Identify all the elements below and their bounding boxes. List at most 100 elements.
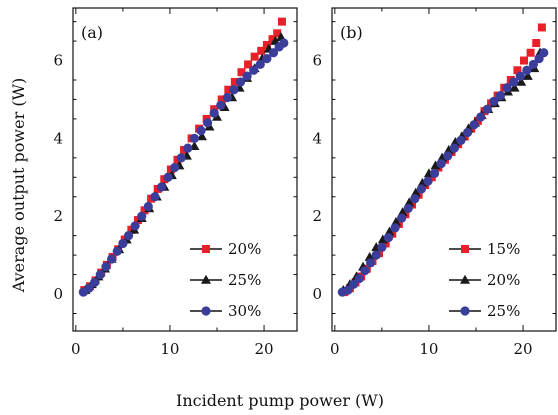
point-a-2-1 bbox=[84, 283, 94, 293]
point-b-2-27 bbox=[509, 77, 519, 87]
point-a-0-10 bbox=[140, 206, 149, 215]
point-b-2-2 bbox=[349, 279, 359, 289]
point-a-2-13 bbox=[156, 182, 167, 192]
point-b-0-27 bbox=[513, 66, 522, 75]
point-a-2-9 bbox=[130, 221, 140, 231]
point-b-1-28 bbox=[522, 70, 533, 80]
point-b-2-19 bbox=[456, 135, 466, 145]
point-a-2-30 bbox=[268, 48, 279, 58]
point-a-2-14 bbox=[163, 172, 173, 182]
point-a-2-12 bbox=[150, 192, 160, 202]
point-b-1-26 bbox=[509, 82, 520, 92]
point-a-2-11 bbox=[143, 201, 153, 212]
panel-label-a: (a) bbox=[81, 23, 103, 42]
point-a-0-29 bbox=[268, 35, 277, 44]
point-a-2-23 bbox=[222, 92, 232, 103]
point-b-0-29 bbox=[526, 48, 535, 57]
point-a-2-28 bbox=[255, 59, 265, 70]
series-b-2 bbox=[337, 48, 549, 297]
panel-b: 0 10 20 0 2 4 6 (b) 15% 20% 25% bbox=[312, 7, 557, 358]
point-b-2-1 bbox=[343, 285, 353, 295]
point-b-1-27 bbox=[516, 76, 527, 86]
point-b-2-28 bbox=[515, 71, 525, 81]
point-b-2-4 bbox=[360, 266, 370, 276]
point-a-0-28 bbox=[262, 40, 271, 49]
y-tick-label-a-4: 4 bbox=[53, 129, 63, 147]
panel-a: 0 10 20 0 2 4 6 (a) 20% 25% 30% bbox=[53, 7, 298, 358]
x-tick-label-a-0: 0 bbox=[71, 340, 81, 358]
point-b-2-10 bbox=[397, 213, 407, 223]
legend-marker-a-1 bbox=[201, 274, 211, 284]
point-a-0-21 bbox=[217, 95, 226, 104]
legend-label-b-1: 20% bbox=[487, 271, 520, 289]
x-tick-label-b-0: 0 bbox=[330, 340, 340, 358]
legend-label-a-0: 20% bbox=[228, 240, 261, 258]
point-b-0-21 bbox=[473, 116, 482, 125]
y-tick-label-b-6: 6 bbox=[312, 52, 322, 70]
point-b-2-14 bbox=[423, 176, 433, 186]
x-axis-label: Incident pump power (W) bbox=[176, 391, 384, 410]
point-a-2-22 bbox=[216, 100, 226, 110]
point-b-2-3 bbox=[354, 273, 364, 284]
point-a-2-8 bbox=[123, 231, 134, 241]
series-a-2 bbox=[78, 38, 289, 297]
point-a-2-29 bbox=[262, 53, 272, 64]
point-a-2-3 bbox=[95, 269, 105, 280]
point-b-1-6 bbox=[377, 234, 388, 244]
point-b-2-8 bbox=[383, 233, 394, 243]
point-a-0-23 bbox=[230, 77, 239, 86]
point-b-0-14 bbox=[427, 173, 436, 182]
point-a-2-15 bbox=[170, 162, 180, 173]
point-a-0-31 bbox=[277, 17, 286, 26]
point-a-2-26 bbox=[242, 71, 252, 81]
point-a-2-5 bbox=[106, 254, 117, 264]
point-b-2-18 bbox=[449, 143, 459, 153]
point-b-2-32 bbox=[539, 48, 549, 58]
legend-label-b-2: 25% bbox=[487, 302, 520, 320]
y-axis-label: Average output power (W) bbox=[9, 78, 28, 294]
point-b-2-7 bbox=[377, 242, 387, 252]
point-a-1-16 bbox=[196, 131, 207, 141]
point-b-2-16 bbox=[436, 159, 446, 169]
point-a-2-4 bbox=[101, 262, 111, 272]
y-tick-label-a-0: 0 bbox=[53, 285, 63, 303]
point-a-0-24 bbox=[237, 68, 246, 77]
point-b-0-7 bbox=[381, 239, 390, 248]
point-b-2-11 bbox=[403, 203, 413, 214]
legend-marker-b-0 bbox=[461, 245, 469, 253]
point-a-0-22 bbox=[224, 85, 233, 94]
legend-label-a-1: 25% bbox=[228, 271, 261, 289]
point-b-0-30 bbox=[532, 39, 541, 48]
panel-label-b: (b) bbox=[340, 23, 363, 42]
x-tick-label-b-20: 20 bbox=[514, 340, 533, 358]
point-b-2-13 bbox=[416, 184, 427, 194]
plot-frame-b bbox=[331, 7, 557, 332]
point-a-0-25 bbox=[244, 60, 253, 69]
point-b-2-6 bbox=[371, 250, 381, 260]
point-a-0-30 bbox=[273, 29, 282, 38]
point-b-2-9 bbox=[390, 223, 400, 233]
point-a-2-16 bbox=[176, 153, 186, 163]
y-tick-label-b-0: 0 bbox=[312, 285, 322, 303]
point-a-2-6 bbox=[112, 246, 122, 256]
legend-marker-a-2 bbox=[201, 306, 211, 316]
y-tick-label-a-2: 2 bbox=[53, 207, 63, 225]
point-b-2-25 bbox=[495, 90, 506, 101]
y-tick-label-b-4: 4 bbox=[312, 129, 322, 147]
point-b-2-12 bbox=[410, 194, 420, 204]
y-tick-label-b-2: 2 bbox=[312, 207, 322, 225]
point-b-2-17 bbox=[443, 151, 453, 161]
legend-b: 15% 20% 25% bbox=[449, 240, 520, 320]
legend-label-a-2: 30% bbox=[228, 302, 261, 320]
point-b-2-21 bbox=[469, 120, 479, 130]
point-b-0-31 bbox=[537, 23, 546, 32]
plot-frame-a bbox=[72, 7, 298, 332]
point-a-2-17 bbox=[183, 143, 193, 153]
point-b-1-14 bbox=[430, 160, 441, 170]
point-a-2-20 bbox=[202, 118, 213, 128]
point-b-2-22 bbox=[476, 112, 486, 122]
point-a-2-25 bbox=[235, 77, 246, 87]
point-b-2-30 bbox=[528, 59, 539, 70]
legend-marker-b-2 bbox=[460, 306, 470, 316]
